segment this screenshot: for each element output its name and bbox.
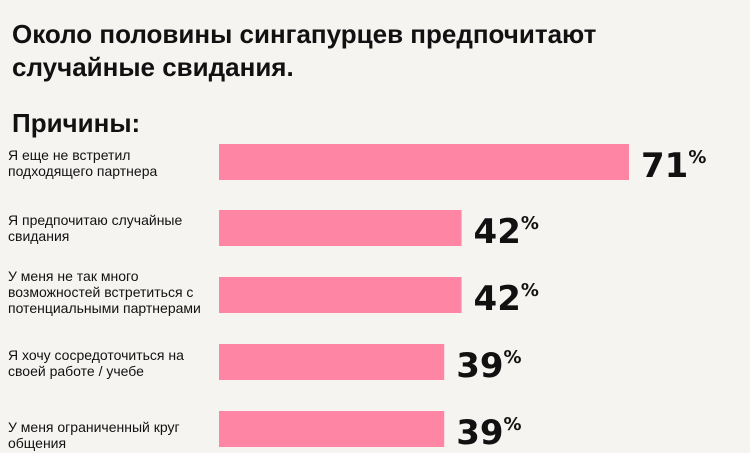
data-label: 39% [456,413,521,453]
category-label: У меня не так много возможностей встрети… [8,268,201,316]
category-label: Я хочу сосредоточиться на своей работе /… [8,347,184,379]
chart-title: Около половины сингапурцев предпочитают … [12,19,597,82]
bar [219,277,462,313]
category-label: У меня ограниченный круг общения [8,419,180,451]
category-label: Я предпочитаю случайные свидания [8,212,183,244]
reasons-heading: Причины: [12,108,141,138]
data-label: 39% [456,346,521,386]
data-label: 42% [474,212,539,252]
bar [219,210,462,246]
data-label: 42% [474,279,539,319]
bar [219,411,445,447]
data-label: 71% [641,146,706,186]
bar [219,144,629,180]
bar [219,344,445,380]
category-label: Я еще не встретил подходящего партнера [8,147,158,179]
